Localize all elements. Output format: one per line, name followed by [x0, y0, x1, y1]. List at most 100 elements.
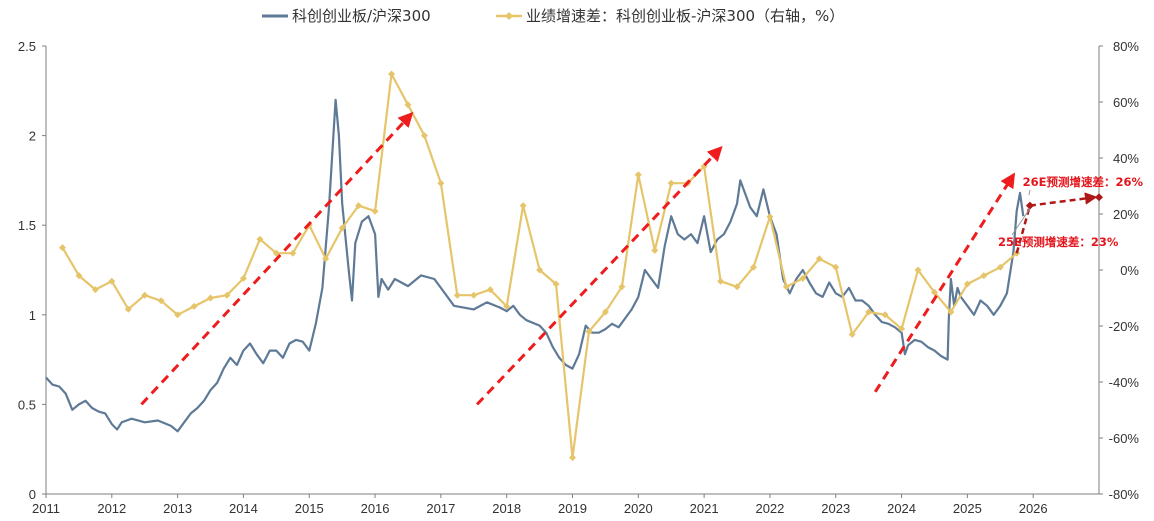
y-right-tick-label: 60% — [1113, 95, 1139, 110]
growth-diff-point — [239, 274, 247, 282]
growth-diff-point — [486, 286, 494, 294]
x-tick-label: 2025 — [953, 501, 982, 516]
series-line-ratio — [45, 98, 1025, 433]
forecast-connector — [1015, 205, 1032, 254]
growth-diff-point — [569, 454, 576, 462]
growth-diff-point — [503, 302, 511, 310]
x-tick-label: 2023 — [821, 501, 850, 516]
annotation-25e: 25E预测增速差：23% — [998, 235, 1119, 249]
growth-diff-point — [601, 308, 609, 316]
x-tick-label: 2014 — [229, 501, 258, 516]
x-tick-label: 2017 — [426, 501, 455, 516]
growth-diff-point — [256, 235, 264, 243]
growth-diff-point — [930, 288, 938, 296]
growth-diff-point — [75, 272, 83, 280]
overlays: 26E预测增速差：26% 25E预测增速差：23% — [140, 111, 1144, 406]
growth-diff-point — [470, 291, 478, 299]
y-right-tick-label: 20% — [1113, 207, 1139, 222]
growth-diff-point — [980, 272, 988, 280]
x-tick-label: 2024 — [887, 501, 916, 516]
y-right-tick-label: -40% — [1109, 375, 1140, 390]
growth-diff-point — [947, 308, 955, 316]
growth-diff-point — [815, 255, 823, 263]
x-tick-label: 2020 — [624, 501, 653, 516]
growth-diff-point — [124, 305, 132, 313]
y-left-tick-label: 0.5 — [18, 397, 36, 412]
x-tick-label: 2019 — [558, 501, 587, 516]
y-right-tick-label: 0% — [1120, 263, 1139, 278]
y-right-tick-label: -60% — [1109, 431, 1140, 446]
trend-arrow — [475, 145, 723, 406]
forecast-point — [1025, 201, 1034, 210]
y-right-tick-label: 40% — [1113, 151, 1139, 166]
y-left-tick-label: 0 — [29, 487, 36, 502]
growth-diff-point — [733, 283, 741, 291]
growth-diff-point — [832, 263, 840, 271]
growth-diff-point — [371, 207, 379, 215]
growth-diff-point — [519, 202, 527, 210]
trend-arrow — [873, 172, 1016, 393]
growth-diff-point — [898, 325, 906, 333]
plot-area — [45, 70, 1025, 462]
growth-diff-point — [749, 263, 757, 271]
x-tick-label: 2012 — [97, 501, 126, 516]
y-right-tick-label: -20% — [1109, 319, 1140, 334]
y-left-tick-label: 2 — [29, 129, 36, 144]
growth-diff-point — [963, 280, 971, 288]
growth-diff-point — [355, 202, 363, 210]
growth-diff-point — [766, 213, 774, 221]
growth-diff-point — [338, 224, 346, 232]
y-right-tick-label: 80% — [1113, 39, 1139, 54]
growth-diff-point — [141, 291, 149, 299]
growth-diff-point — [437, 179, 445, 187]
growth-diff-point — [799, 274, 807, 282]
x-tick-label: 2015 — [295, 501, 324, 516]
annotation-leader — [1028, 189, 1031, 196]
annotation-leader — [1011, 208, 1031, 236]
forecast-line — [1029, 192, 1098, 207]
growth-diff-point — [782, 283, 790, 291]
y-left-tick-label: 1 — [29, 308, 36, 323]
growth-diff-point — [914, 266, 922, 274]
legend-marker-growth-diff — [505, 12, 513, 20]
growth-diff-point — [388, 70, 396, 78]
x-tick-label: 2022 — [755, 501, 784, 516]
growth-diff-point — [223, 291, 231, 299]
annotation-26e: 26E预测增速差：26% — [1023, 175, 1144, 189]
legend-label-growth-diff: 业绩增速差：科创创业板-沪深300（右轴，%） — [526, 7, 844, 25]
forecast-point — [1095, 193, 1103, 202]
growth-diff-point — [552, 280, 560, 288]
growth-diff-point — [618, 283, 626, 291]
y-left-tick-label: 1.5 — [18, 218, 36, 233]
growth-diff-point — [865, 308, 873, 316]
growth-diff-point — [190, 302, 198, 310]
legend: 科创创业板/沪深300 业绩增速差：科创创业板-沪深300（右轴，%） — [262, 7, 844, 25]
growth-diff-point — [634, 171, 642, 179]
growth-diff-point — [996, 263, 1004, 271]
x-tick-label: 2016 — [361, 501, 390, 516]
growth-diff-point — [667, 179, 675, 187]
growth-diff-point — [108, 277, 116, 285]
growth-diff-point — [881, 311, 889, 319]
growth-diff-point — [717, 277, 725, 285]
growth-diff-point — [91, 286, 99, 294]
x-tick-label: 2021 — [690, 501, 719, 516]
y-right-tick-label: -80% — [1109, 487, 1140, 502]
growth-diff-point — [453, 291, 461, 299]
growth-diff-point — [536, 266, 544, 274]
growth-diff-point — [58, 244, 66, 252]
growth-diff-point — [420, 132, 428, 140]
growth-diff-point — [207, 294, 215, 302]
growth-diff-point — [289, 249, 297, 257]
growth-diff-point — [848, 330, 856, 338]
x-tick-label: 2026 — [1019, 501, 1048, 516]
growth-diff-point — [157, 297, 165, 305]
y-left-tick-label: 2.5 — [18, 39, 36, 54]
growth-diff-point — [404, 101, 412, 109]
growth-diff-point — [174, 311, 182, 319]
growth-diff-point — [272, 249, 280, 257]
growth-diff-point — [585, 328, 593, 336]
x-tick-label: 2018 — [492, 501, 521, 516]
legend-label-ratio: 科创创业板/沪深300 — [292, 7, 431, 25]
